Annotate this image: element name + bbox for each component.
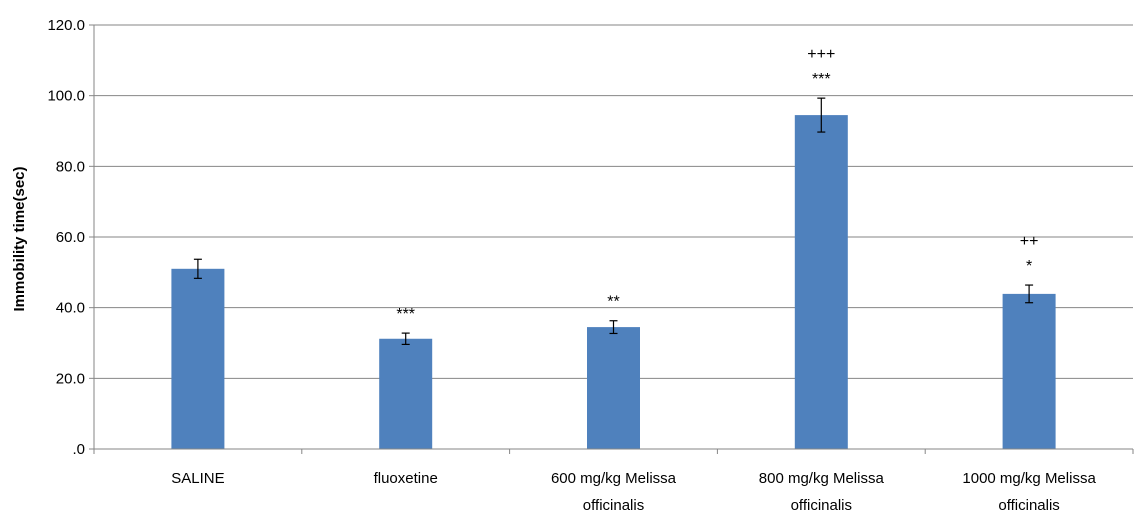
bar <box>379 338 433 449</box>
bar <box>171 268 225 449</box>
y-tick-label: 40.0 <box>56 300 85 317</box>
x-tick-label: officinalis <box>998 497 1059 514</box>
y-axis-title: Immobility time(sec) <box>11 166 28 311</box>
error-bar <box>401 332 410 346</box>
x-tick-label: officinalis <box>583 497 644 514</box>
axis-layer: .0 20.0 40.0 60.0 80.0 100.0 120.0 <box>47 17 1134 458</box>
labels-layer: SALINE *** fluoxetine ** 600 mg/kg Melissa of… <box>171 46 1096 514</box>
error-bar <box>1025 284 1034 304</box>
grid-layer <box>94 24 1133 379</box>
error-bar <box>193 258 202 279</box>
x-tick-label: fluoxetine <box>374 470 438 487</box>
bars-layer <box>171 97 1056 449</box>
significance-annotation: ++ <box>1020 233 1039 250</box>
significance-annotation: * <box>1026 258 1032 275</box>
y-tick-label: 80.0 <box>56 158 85 175</box>
bar <box>1002 293 1056 449</box>
significance-annotation: *** <box>812 71 831 88</box>
significance-annotation: +++ <box>807 46 835 63</box>
y-tick-label: 60.0 <box>56 229 85 246</box>
x-tick-label: officinalis <box>791 497 852 514</box>
y-tick-label: 120.0 <box>47 17 85 34</box>
error-bar <box>817 97 826 133</box>
error-bar <box>609 320 618 335</box>
bar <box>587 327 640 449</box>
x-tick-label: 800 mg/kg Melissa <box>759 470 885 487</box>
significance-annotation: ** <box>607 294 619 311</box>
significance-annotation: *** <box>396 306 415 323</box>
x-tick-label: 600 mg/kg Melissa <box>551 470 677 487</box>
bar <box>794 115 848 449</box>
y-tick-label: .0 <box>72 441 85 458</box>
x-tick-label: 1000 mg/kg Melissa <box>962 470 1096 487</box>
y-tick-label: 20.0 <box>56 370 85 387</box>
x-tick-label: SALINE <box>171 470 224 487</box>
y-tick-label: 100.0 <box>47 88 85 105</box>
